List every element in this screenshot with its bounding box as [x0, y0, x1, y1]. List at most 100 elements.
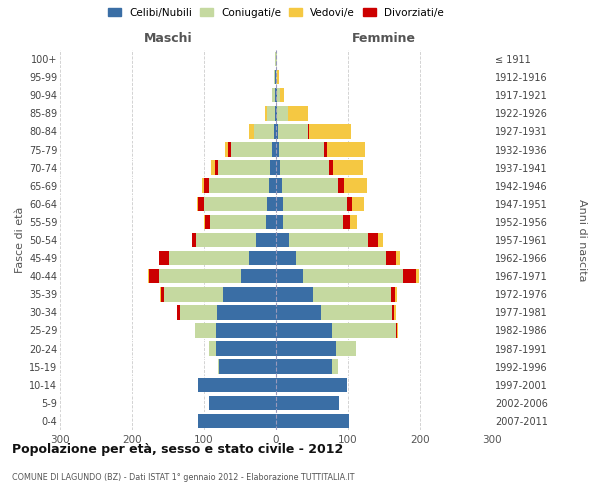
Bar: [268, 196, 276, 211]
Bar: [148, 269, 149, 283]
Bar: [161, 287, 164, 302]
Bar: [202, 178, 204, 193]
Bar: [395, 287, 397, 302]
Bar: [196, 323, 215, 338]
Bar: [392, 305, 394, 320]
Bar: [230, 142, 272, 157]
Bar: [210, 214, 266, 229]
Bar: [276, 396, 340, 410]
Bar: [276, 70, 277, 84]
Bar: [196, 233, 256, 247]
Bar: [343, 214, 350, 229]
Text: Femmine: Femmine: [352, 32, 416, 44]
Bar: [327, 142, 365, 157]
Bar: [198, 196, 204, 211]
Bar: [287, 106, 308, 120]
Bar: [280, 160, 329, 175]
Bar: [277, 106, 287, 120]
Bar: [296, 251, 386, 266]
Y-axis label: Fasce di età: Fasce di età: [14, 207, 25, 273]
Bar: [275, 106, 276, 120]
Bar: [332, 360, 338, 374]
Bar: [276, 269, 304, 283]
Bar: [216, 342, 276, 356]
Bar: [217, 305, 276, 320]
Bar: [269, 178, 276, 193]
Bar: [276, 323, 332, 338]
Bar: [204, 196, 268, 211]
Bar: [274, 70, 275, 84]
Bar: [149, 269, 158, 283]
Bar: [368, 233, 378, 247]
Bar: [276, 52, 277, 66]
Bar: [198, 414, 276, 428]
Bar: [193, 233, 196, 247]
Bar: [197, 196, 198, 211]
Bar: [276, 305, 322, 320]
Bar: [158, 269, 241, 283]
Bar: [272, 142, 276, 157]
Bar: [270, 160, 276, 175]
Bar: [277, 70, 279, 84]
Bar: [352, 196, 364, 211]
Bar: [276, 233, 289, 247]
Bar: [276, 378, 347, 392]
Bar: [283, 214, 343, 229]
Bar: [198, 378, 276, 392]
Bar: [254, 124, 274, 138]
Text: Popolazione per età, sesso e stato civile - 2012: Popolazione per età, sesso e stato civil…: [12, 442, 343, 456]
Bar: [241, 269, 276, 283]
Bar: [169, 251, 248, 266]
Bar: [336, 342, 356, 356]
Bar: [204, 178, 209, 193]
Bar: [416, 269, 419, 283]
Bar: [194, 323, 196, 338]
Bar: [308, 124, 309, 138]
Bar: [268, 106, 275, 120]
Bar: [179, 305, 217, 320]
Bar: [178, 305, 179, 320]
Bar: [329, 160, 333, 175]
Bar: [209, 342, 216, 356]
Bar: [276, 251, 296, 266]
Bar: [192, 233, 193, 247]
Bar: [309, 124, 351, 138]
Bar: [215, 323, 276, 338]
Bar: [225, 142, 229, 157]
Bar: [279, 142, 323, 157]
Bar: [378, 233, 383, 247]
Bar: [276, 106, 277, 120]
Bar: [282, 178, 338, 193]
Bar: [386, 251, 396, 266]
Bar: [276, 287, 313, 302]
Bar: [211, 160, 215, 175]
Y-axis label: Anni di nascita: Anni di nascita: [577, 198, 587, 281]
Bar: [277, 88, 280, 102]
Bar: [204, 214, 205, 229]
Bar: [275, 52, 276, 66]
Bar: [280, 88, 284, 102]
Bar: [276, 88, 277, 102]
Bar: [209, 178, 269, 193]
Bar: [276, 414, 349, 428]
Bar: [396, 251, 400, 266]
Bar: [278, 124, 308, 138]
Bar: [276, 360, 332, 374]
Bar: [248, 251, 276, 266]
Bar: [219, 360, 276, 374]
Bar: [276, 142, 279, 157]
Bar: [391, 287, 395, 302]
Bar: [274, 124, 276, 138]
Bar: [276, 214, 283, 229]
Bar: [160, 251, 169, 266]
Bar: [397, 323, 398, 338]
Bar: [158, 251, 160, 266]
Bar: [164, 287, 223, 302]
Bar: [248, 124, 254, 138]
Bar: [276, 124, 278, 138]
Bar: [289, 233, 368, 247]
Bar: [276, 178, 282, 193]
Bar: [304, 269, 403, 283]
Bar: [344, 178, 367, 193]
Bar: [347, 196, 352, 211]
